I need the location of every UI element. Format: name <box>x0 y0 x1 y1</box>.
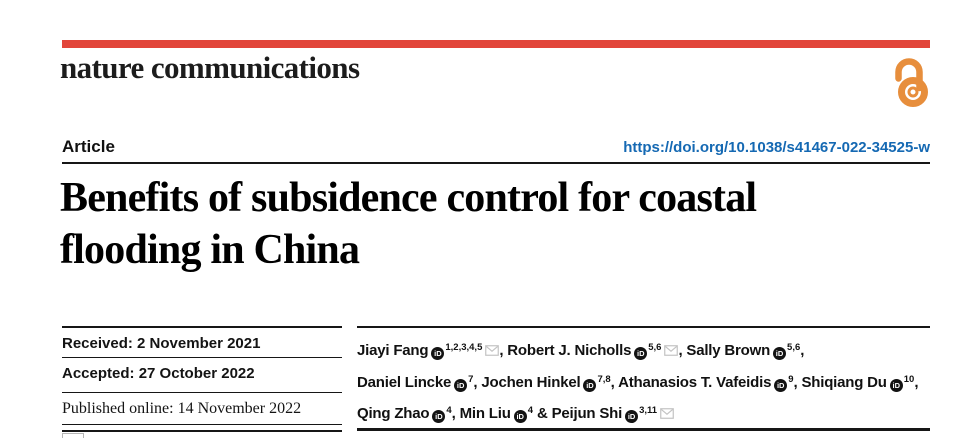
published-row: Published online: 14 November 2022 <box>62 392 342 424</box>
author-line-3: Qing Zhao iD4, Min Liu iD4 & Peijun Shi iD3… <box>357 396 930 428</box>
author-separator: , <box>800 342 805 359</box>
author-separator: , <box>678 342 687 359</box>
orcid-icon[interactable]: iD <box>583 379 597 392</box>
orcid-icon[interactable]: iD <box>889 379 903 392</box>
doi-link[interactable]: https://doi.org/10.1038/s41467-022-34525… <box>623 139 930 156</box>
article-type-label: Article <box>62 137 115 156</box>
check-for-updates-badge[interactable] <box>62 433 84 438</box>
orcid-icon[interactable]: iD <box>454 379 468 392</box>
author-line-1: Jiayi Fang iD1,2,3,4,5, Robert J. Nicholl… <box>357 333 930 365</box>
author-name: Jiayi Fang <box>357 342 429 359</box>
author-name: Min Liu <box>459 405 511 422</box>
author-name: Daniel Lincke <box>357 374 452 391</box>
affiliation-superscript: 5,6 <box>648 342 662 353</box>
author-shiqiang-du: Shiqiang Du iD10, <box>801 374 919 392</box>
header-divider <box>62 162 930 164</box>
received-row: Received: 2 November 2021 <box>62 326 342 357</box>
orcid-icon[interactable]: iD <box>432 410 446 423</box>
author-athanasios-t-vafeidis: Athanasios T. Vafeidis iD9, <box>618 374 802 392</box>
affiliation-superscript: 10 <box>903 374 915 385</box>
author-name: Peijun Shi <box>551 405 623 422</box>
article-title: Benefits of subsidence control for coast… <box>60 172 940 276</box>
author-peijun-shi: Peijun Shi iD3,11 <box>551 405 674 423</box>
affiliation-superscript: 7 <box>468 374 474 385</box>
history-divider <box>62 424 342 432</box>
author-separator: , <box>610 374 619 391</box>
affiliation-superscript: 5,6 <box>787 342 801 353</box>
author-name: Qing Zhao <box>357 405 430 422</box>
accepted-row: Accepted: 27 October 2022 <box>62 357 342 392</box>
author-robert-j-nicholls: Robert J. Nicholls iD5,6, <box>507 342 687 360</box>
author-jochen-hinkel: Jochen Hinkel iD7,8, <box>481 374 619 392</box>
orcid-icon[interactable]: iD <box>773 347 787 360</box>
orcid-icon[interactable]: iD <box>634 347 648 360</box>
article-title-line1: Benefits of subsidence control for coast… <box>60 175 757 221</box>
author-daniel-lincke: Daniel Lincke iD7, <box>357 374 482 392</box>
author-separator: , <box>473 374 482 391</box>
author-separator: , <box>499 342 508 359</box>
author-separator: , <box>914 374 919 391</box>
email-icon[interactable] <box>664 338 679 365</box>
journal-logo: nature communications <box>60 50 360 85</box>
received-label: Received: <box>62 335 133 352</box>
affiliation-superscript: 4 <box>446 405 452 416</box>
email-icon[interactable] <box>485 338 500 365</box>
orcid-icon[interactable]: iD <box>431 347 445 360</box>
published-label: Published online: <box>62 400 174 417</box>
author-line-2: Daniel Lincke iD7, Jochen Hinkel iD7,8, At… <box>357 365 930 396</box>
author-separator: , <box>451 405 460 422</box>
publication-history: Received: 2 November 2021 Accepted: 27 O… <box>62 326 342 432</box>
affiliation-superscript: 7,8 <box>597 374 611 385</box>
affiliation-superscript: 1,2,3,4,5 <box>445 342 483 353</box>
orcid-icon[interactable]: iD <box>625 410 639 423</box>
author-name: Sally Brown <box>686 342 771 359</box>
author-qing-zhao: Qing Zhao iD4, <box>357 405 460 423</box>
affiliation-superscript: 3,11 <box>639 405 658 416</box>
published-date: 14 November 2022 <box>177 400 302 417</box>
author-name: Robert J. Nicholls <box>507 342 632 359</box>
accepted-label: Accepted: <box>62 365 135 382</box>
affiliation-superscript: 9 <box>788 374 794 385</box>
orcid-icon[interactable]: iD <box>774 379 788 392</box>
author-jiayi-fang: Jiayi Fang iD1,2,3,4,5, <box>357 342 508 360</box>
author-name: Jochen Hinkel <box>481 374 581 391</box>
open-access-icon <box>895 58 928 107</box>
affiliation-superscript: 4 <box>527 405 533 416</box>
orcid-icon[interactable]: iD <box>513 410 527 423</box>
author-sally-brown: Sally Brown iD5,6, <box>686 342 805 360</box>
received-date: 2 November 2021 <box>137 335 261 352</box>
journal-masthead-bar <box>62 40 930 48</box>
email-icon[interactable] <box>660 401 674 428</box>
article-title-line2: flooding in China <box>60 227 360 273</box>
article-meta-row: Article https://doi.org/10.1038/s41467-0… <box>62 137 930 157</box>
author-separator: & <box>532 405 552 422</box>
author-list: Jiayi Fang iD1,2,3,4,5, Robert J. Nicholl… <box>357 326 930 428</box>
author-min-liu: Min Liu iD4 & <box>459 405 552 423</box>
author-separator: , <box>793 374 802 391</box>
author-name: Athanasios T. Vafeidis <box>618 374 772 391</box>
author-block-divider <box>357 428 930 431</box>
accepted-date: 27 October 2022 <box>138 365 255 382</box>
author-name: Shiqiang Du <box>801 374 887 391</box>
